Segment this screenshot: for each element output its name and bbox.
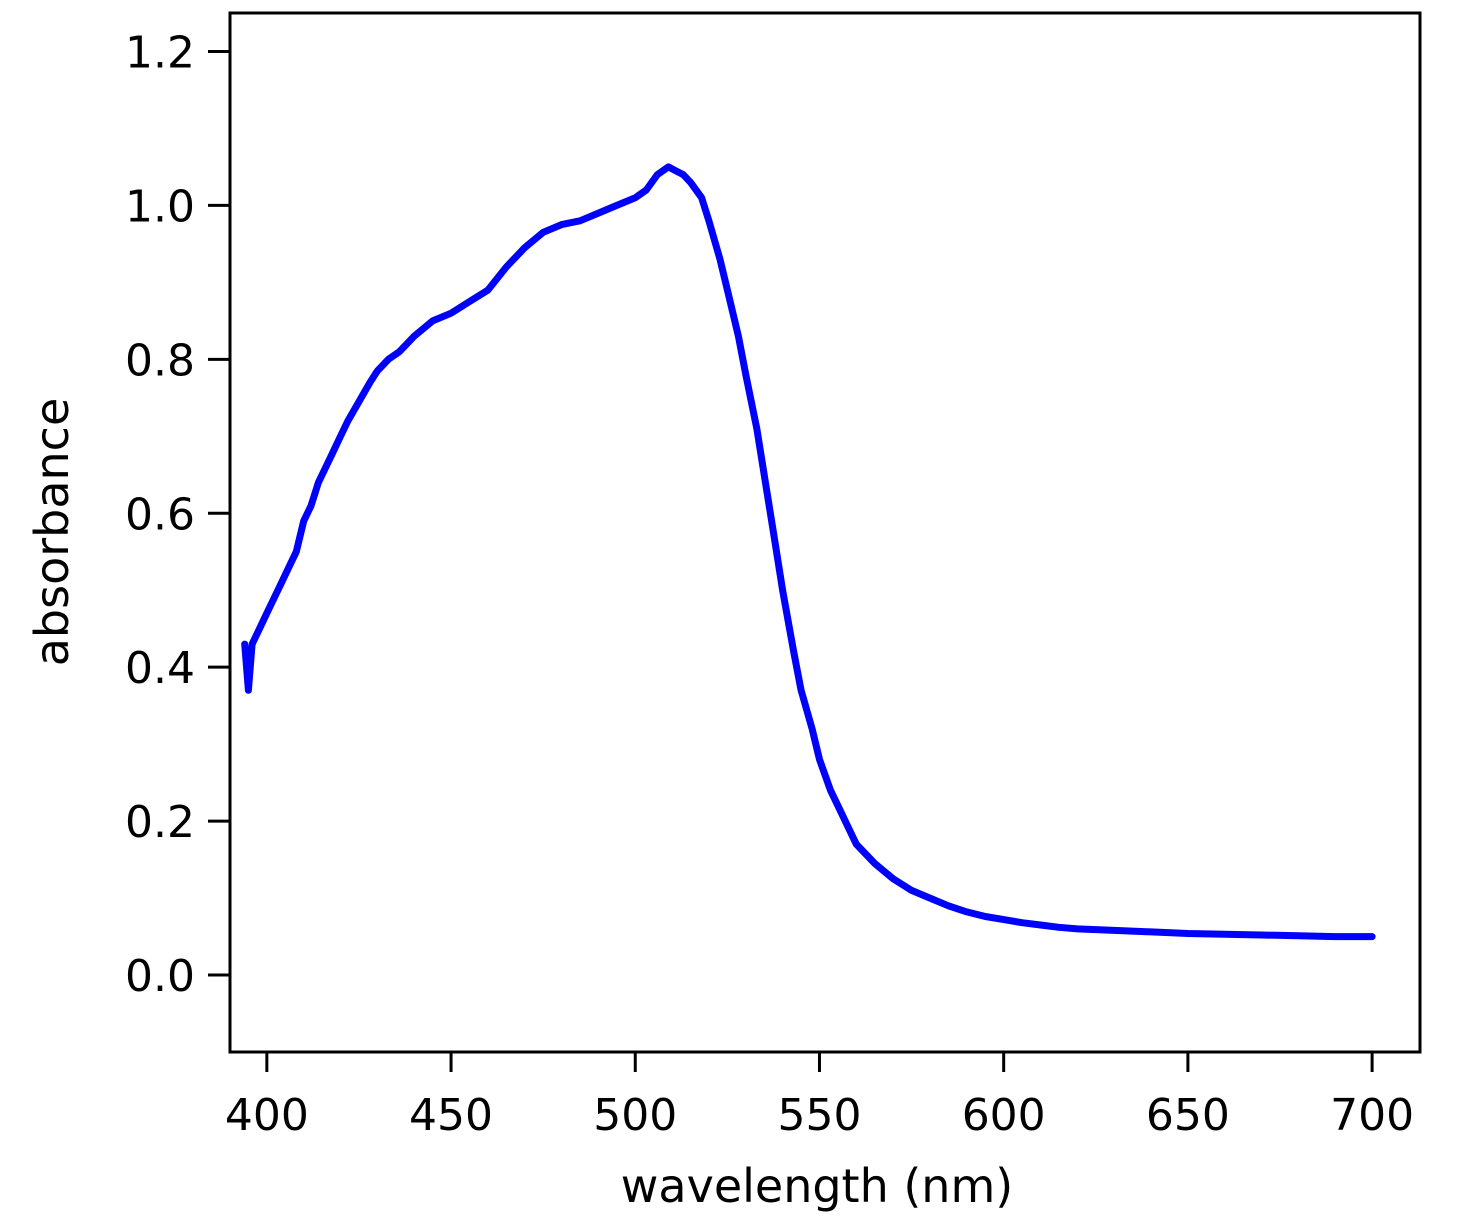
x-tick-label: 550 xyxy=(777,1090,861,1141)
x-tick-label: 400 xyxy=(225,1090,309,1141)
y-tick-label: 0.2 xyxy=(125,797,195,848)
x-tick-label: 600 xyxy=(962,1090,1046,1141)
x-axis: 400 450 500 550 600 650 700 xyxy=(225,1052,1414,1141)
y-tick-label: 1.2 xyxy=(125,27,195,78)
x-axis-title: wavelength (nm) xyxy=(621,1159,1013,1213)
y-tick-label: 1.0 xyxy=(125,181,195,232)
plot-frame xyxy=(228,11,1422,1054)
x-tick-label: 650 xyxy=(1146,1090,1230,1141)
spectrum-line xyxy=(241,163,1376,941)
y-tick-label: 0.8 xyxy=(125,335,195,386)
x-tick-label: 500 xyxy=(593,1090,677,1141)
x-tick-label: 450 xyxy=(409,1090,493,1141)
x-tick-label: 700 xyxy=(1330,1090,1414,1141)
y-tick-label: 0.6 xyxy=(125,489,195,540)
y-axis-title: absorbance xyxy=(25,398,79,667)
y-tick-label: 0.4 xyxy=(125,643,195,694)
y-tick-label: 0.0 xyxy=(125,951,195,1002)
y-axis: 0.0 0.2 0.4 0.6 0.8 1.0 1.2 xyxy=(125,27,230,1002)
